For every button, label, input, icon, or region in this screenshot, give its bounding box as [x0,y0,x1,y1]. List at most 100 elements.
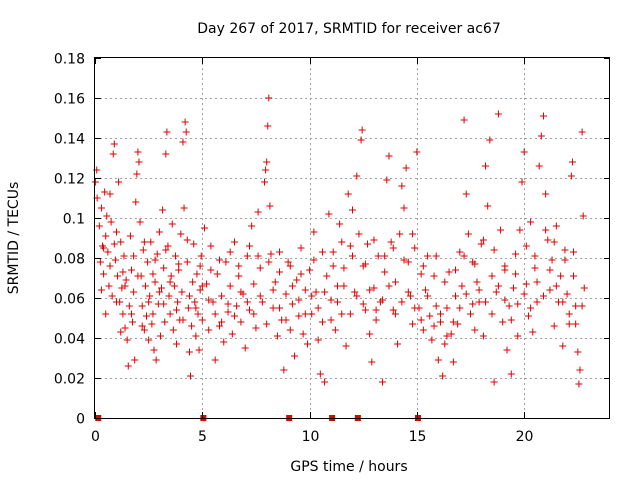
data-point [136,218,144,226]
data-point [394,340,402,348]
y-tick-label: 0 [76,412,85,428]
data-point [552,282,560,290]
data-point [514,332,522,340]
data-point [323,272,331,280]
data-point [156,332,164,340]
data-point [333,298,341,306]
data-point [102,310,110,318]
data-point [144,258,152,266]
data-point [241,344,249,352]
data-point [443,304,451,312]
data-point [125,302,133,310]
data-point [522,280,530,288]
data-point [209,298,217,306]
data-point [169,326,177,334]
data-point [173,306,181,314]
data-point [147,238,155,246]
data-point [130,252,138,260]
data-point [273,332,281,340]
data-point [398,298,406,306]
data-point [308,292,316,300]
data-point [145,336,153,344]
y-tick-label: 0.14 [54,132,85,148]
x-tick-label: 15 [409,429,427,445]
data-point [488,310,496,318]
data-point [379,378,387,386]
data-point [276,248,284,256]
data-point [443,332,451,340]
data-point [552,222,560,230]
data-point [381,252,389,260]
data-point [228,330,236,338]
data-point [139,246,147,254]
data-point [269,286,277,294]
x-tick-labels: 0 5 10 15 20 [91,429,533,445]
data-point [160,300,168,308]
data-point [359,300,367,308]
data-point [570,248,578,256]
data-point [119,268,127,276]
data-point [164,242,172,250]
data-point [132,198,140,206]
data-point [295,296,303,304]
data-point [316,370,324,378]
data-point [492,288,500,296]
data-point [353,172,361,180]
data-point [138,322,146,330]
data-point [419,262,427,270]
data-point [179,316,187,324]
data-point [456,248,464,256]
data-point [486,136,494,144]
axis-ticks [95,58,610,419]
data-point [112,298,120,306]
data-point [220,338,228,346]
x-tick-label: 20 [516,429,534,445]
data-point [149,310,157,318]
data-point [471,326,479,334]
data-point [349,206,356,214]
data-point [372,316,380,324]
data-point [191,298,199,306]
data-point [235,262,243,270]
data-point [318,248,326,256]
data-point [288,300,296,308]
data-point [237,288,245,296]
data-point [213,270,221,278]
data-point [131,356,139,364]
data-point [303,340,311,348]
data-point [329,248,337,256]
data-point [479,236,487,244]
data-point [411,304,419,312]
data-point [297,244,305,252]
data-point [129,318,137,326]
data-point [404,258,412,266]
data-point [211,310,219,318]
data-point [426,312,434,320]
data-points [91,94,588,388]
data-point [248,222,256,230]
data-point [512,270,520,278]
data-point [452,292,459,300]
data-point [150,346,158,354]
data-point [269,304,277,312]
data-point [499,318,507,326]
data-point [578,302,586,310]
data-point [284,258,292,266]
data-point [570,272,578,280]
data-point [133,170,141,178]
data-point [282,316,290,324]
y-tick-label: 0.12 [54,172,85,188]
y-tick-label: 0.18 [54,52,85,68]
data-point [145,298,153,306]
data-point [430,272,438,280]
data-point [469,300,477,308]
y-tick-label: 0.16 [54,92,85,108]
data-point [344,190,352,198]
data-point [557,272,565,280]
data-point [108,292,116,300]
data-point [146,292,154,300]
data-point [297,270,305,278]
data-point [482,298,490,306]
data-point [578,128,586,136]
data-point [127,266,135,274]
